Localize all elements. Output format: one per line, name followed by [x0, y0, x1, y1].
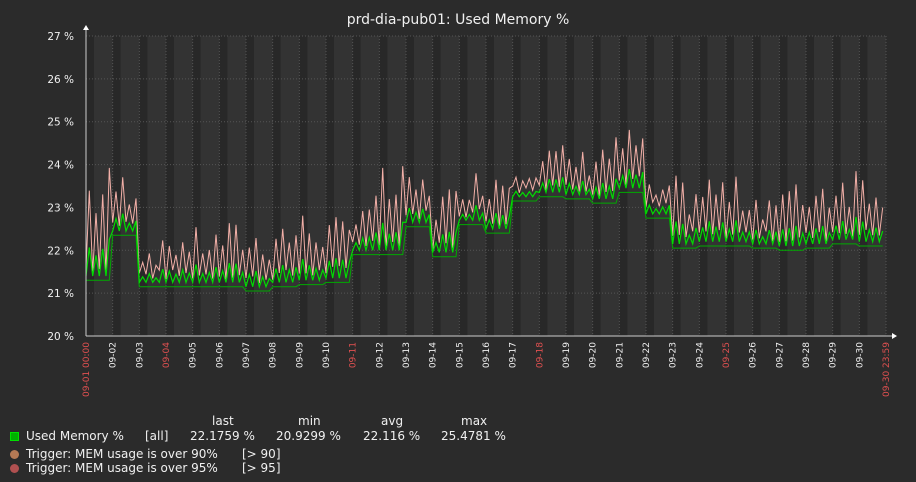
- x-tick-label: 09-19: [562, 342, 572, 368]
- graph-svg: prd-dia-pub01: Used Memory % 20 % 21 % 22 …: [47, 12, 897, 397]
- trigger-95-dot-icon: [10, 464, 19, 473]
- x-tick-label: 09-11: [349, 342, 359, 368]
- night-band: [272, 36, 281, 336]
- x-tick-label: 09-16: [482, 342, 492, 368]
- y-tick-label: 22 %: [47, 245, 74, 257]
- night-band: [726, 36, 734, 336]
- x-tick-label: 09-10: [322, 342, 332, 368]
- y-tick-label: 27 %: [47, 31, 74, 43]
- legend-value-last: 22.1759 %: [190, 429, 255, 443]
- x-tick-label: 09-05: [189, 342, 199, 368]
- trigger-90-dot-icon: [10, 450, 19, 459]
- x-tick-label: 09-27: [775, 342, 785, 368]
- series-avg-line: [85, 168, 884, 289]
- x-tick-label: 09-09: [295, 342, 305, 368]
- night-band: [486, 36, 494, 336]
- night-band: [592, 36, 601, 336]
- x-tick-label: 09-12: [375, 342, 385, 368]
- night-band: [832, 36, 841, 336]
- x-tick-label: 09-29: [829, 342, 839, 368]
- x-tick-label: 09-30 23:59: [882, 342, 892, 397]
- legend-header-max: max: [461, 414, 488, 428]
- y-tick-label: 21 %: [47, 288, 74, 300]
- night-band: [112, 36, 121, 336]
- series-min-line: [86, 191, 883, 292]
- x-tick-label: 09-24: [695, 342, 705, 368]
- night-band: [619, 36, 628, 336]
- x-tick-label: 09-06: [215, 342, 225, 368]
- night-band: [299, 36, 308, 336]
- legend-header-min: min: [298, 414, 321, 428]
- x-tick-label: 09-25: [722, 342, 732, 368]
- night-band: [326, 36, 334, 336]
- trigger-95-label: Trigger: MEM usage is over 95%: [26, 461, 218, 475]
- y-tick-label: 24 %: [47, 160, 74, 172]
- series-lines: [85, 129, 884, 292]
- night-band: [86, 36, 94, 336]
- axes: [83, 25, 897, 339]
- x-tick-label: 09-22: [642, 342, 652, 368]
- x-tick-label: 09-17: [509, 342, 519, 368]
- x-tick-label: 09-04: [162, 342, 172, 368]
- y-tick-labels: 20 % 21 % 22 % 23 % 24 % 25 % 26 % 27 %: [47, 31, 74, 343]
- x-tick-label: 09-21: [615, 342, 625, 368]
- x-tick-label: 09-01 00:00: [82, 342, 92, 397]
- series-max-line: [85, 129, 884, 284]
- night-band: [432, 36, 441, 336]
- night-band: [806, 36, 814, 336]
- x-tick-label: 09-08: [269, 342, 279, 368]
- y-tick-label: 23 %: [47, 202, 74, 214]
- x-tick-label: 09-02: [109, 342, 119, 368]
- legend-value-max: 25.4781 %: [441, 429, 506, 443]
- x-tick-label: 09-23: [669, 342, 679, 368]
- night-band: [166, 36, 174, 336]
- legend-header-last: last: [212, 414, 234, 428]
- x-tick-label: 09-18: [535, 342, 545, 368]
- night-band: [699, 36, 708, 336]
- x-tick-label: 09-14: [429, 342, 439, 368]
- night-band: [752, 36, 761, 336]
- legend-swatch-used-memory: [10, 432, 19, 441]
- x-tick-labels: 09-01 00:00 09-02 09-03 09-04 09-05 09-06 09-0…: [82, 342, 892, 397]
- trigger-90-label: Trigger: MEM usage is over 90%: [26, 447, 218, 461]
- x-tick-label: 09-26: [749, 342, 759, 368]
- y-tick-label: 20 %: [47, 331, 74, 343]
- x-axis-arrow-icon: [892, 333, 897, 339]
- legend-series-name: Used Memory %: [26, 429, 124, 443]
- trigger-90-threshold: [> 90]: [242, 447, 281, 461]
- legend-value-min: 20.9299 %: [276, 429, 341, 443]
- night-band: [779, 36, 788, 336]
- legend-value-avg: 22.116 %: [363, 429, 421, 443]
- y-axis-arrow-icon: [83, 25, 89, 30]
- night-band: [246, 36, 254, 336]
- x-tick-label: 09-13: [402, 342, 412, 368]
- trigger-95-threshold: [> 95]: [242, 461, 281, 475]
- x-tick-label: 09-15: [455, 342, 465, 368]
- x-tick-label: 09-07: [242, 342, 252, 368]
- night-band: [512, 36, 521, 336]
- x-tick-label: 09-20: [589, 342, 599, 368]
- x-tick-label: 09-30: [855, 342, 865, 368]
- night-band: [219, 36, 228, 336]
- y-tick-label: 25 %: [47, 117, 74, 129]
- night-band: [139, 36, 148, 336]
- legend-series-function: [all]: [145, 429, 169, 443]
- night-band: [352, 36, 361, 336]
- chart-title: prd-dia-pub01: Used Memory %: [347, 12, 570, 28]
- x-tick-label: 09-03: [135, 342, 145, 368]
- legend-header-avg: avg: [381, 414, 404, 428]
- x-tick-label: 09-28: [802, 342, 812, 368]
- y-tick-label: 26 %: [47, 74, 74, 86]
- night-band: [192, 36, 201, 336]
- night-band: [459, 36, 468, 336]
